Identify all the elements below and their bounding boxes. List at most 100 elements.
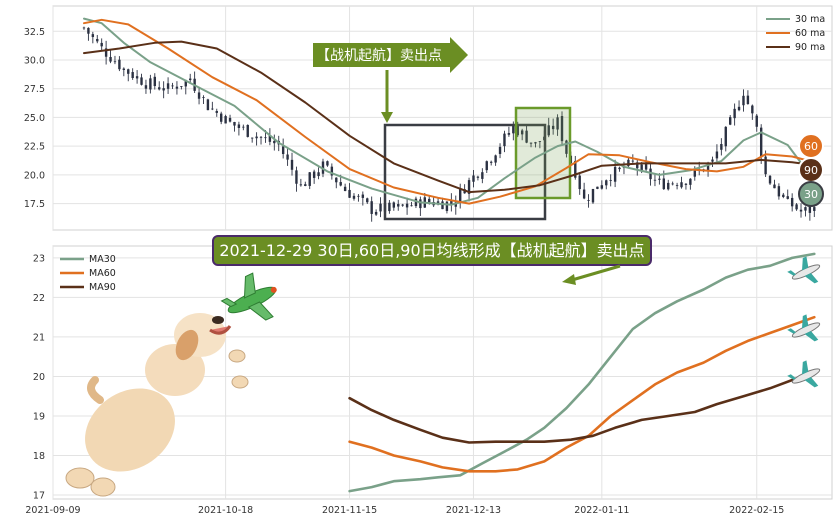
bottom-y-tick: 17 (33, 491, 45, 502)
candle-body (321, 161, 325, 174)
candle-body (330, 166, 334, 176)
bottom-y-tick: 23 (33, 253, 45, 264)
candle-body (520, 130, 524, 135)
candle-body (790, 197, 794, 207)
top-y-tick: 30.0 (24, 55, 45, 66)
candle-body (144, 85, 148, 89)
candle-body (472, 175, 475, 182)
candle-body (534, 142, 537, 144)
candle-body (684, 183, 688, 185)
bottom-y-tick: 19 (33, 411, 45, 422)
candle-body (308, 172, 311, 186)
candle-body (268, 135, 272, 142)
candle-body (299, 184, 303, 186)
candle-body (171, 85, 174, 87)
candle-body (405, 203, 409, 208)
top-line-60ma (83, 18, 820, 205)
bottom-x-tick: 2021-10-18 (198, 505, 253, 516)
badge-60-label: 60 (804, 140, 818, 153)
candle-body (786, 196, 789, 199)
top-legend: 30 ma 60 ma 90 ma (766, 14, 825, 53)
bottom-legend-ma90: MA90 (89, 282, 116, 293)
candle-body (459, 188, 462, 202)
candle-body (640, 164, 643, 171)
candle-body (388, 202, 391, 212)
candle-body (127, 69, 130, 74)
candle-body (503, 133, 506, 147)
candle-body (556, 117, 559, 130)
candle-body (529, 142, 533, 144)
candle-body (587, 200, 590, 201)
candle-body (419, 199, 422, 209)
bottom-y-tick: 18 (33, 451, 45, 462)
candle-body (733, 108, 736, 119)
signal-banner-text: 2021-12-29 30日,60日,90日均线形成【战机起航】卖出点 (219, 241, 644, 260)
candle-body (516, 125, 519, 136)
bottom-grid (52, 246, 832, 499)
candle-body (680, 182, 683, 188)
candle-body (720, 144, 723, 150)
candle-body (467, 180, 471, 194)
candle-body (410, 205, 413, 207)
candle-body (428, 198, 431, 203)
sell-point-arrow: 【战机起航】卖出点 (313, 37, 468, 73)
candle-body (746, 95, 750, 105)
candle-body (202, 97, 205, 98)
candle-body (759, 127, 763, 157)
bottom-x-tick: 2021-12-13 (446, 505, 501, 516)
top-line-30ma (83, 17, 816, 206)
top-line-90ma (83, 40, 820, 194)
top-y-tick: 25.0 (24, 113, 45, 124)
candle-body (489, 161, 493, 163)
bottom-x-tick: 2021-09-09 (25, 505, 80, 516)
bottom-line-ma30 (348, 252, 816, 493)
candle-body (768, 175, 772, 184)
candle-body (782, 194, 785, 197)
sell-point-arrow-label: 【战机起航】卖出点 (316, 48, 442, 64)
candle-body (100, 42, 103, 47)
candle-body (339, 182, 342, 186)
candle-body (180, 86, 183, 87)
bottom-y-tick: 22 (33, 293, 45, 304)
candle-body (799, 209, 803, 212)
candle-body (290, 159, 294, 170)
candle-body (361, 194, 365, 198)
candle-body (618, 167, 621, 170)
bottom-x-tick-labels: 2021-09-09 2021-10-18 2021-11-15 2021-12-13… (25, 505, 784, 516)
candle-body (317, 172, 320, 177)
bottom-x-tick: 2022-01-11 (574, 505, 629, 516)
candle-body (498, 146, 502, 154)
candle-body (653, 179, 657, 181)
candle-body (211, 108, 214, 110)
candle-body (485, 161, 488, 171)
candle-body (140, 77, 143, 85)
candle-body (613, 166, 617, 182)
candle-body (392, 202, 396, 208)
puppy-illustration (65, 313, 249, 497)
top-legend-ma30: 30 ma (795, 14, 825, 25)
top-y-tick: 27.5 (24, 84, 45, 95)
airplane-icon-ma90 (787, 360, 821, 388)
candle-body (326, 161, 329, 166)
candle-body (551, 125, 555, 130)
candle-body (737, 106, 741, 111)
candle-body (671, 183, 674, 185)
candle-body (153, 76, 157, 87)
candle-body (813, 207, 816, 211)
candle-body (414, 198, 418, 207)
candle-body (379, 203, 382, 212)
candle-body (582, 189, 586, 199)
candle-body (224, 116, 227, 124)
airplane-icon-ma30 (787, 256, 821, 284)
breakout-zone-box (383, 123, 547, 221)
candle-body (755, 115, 758, 127)
candle-body (574, 160, 577, 178)
candle-body (82, 27, 86, 29)
candle-body (166, 83, 170, 89)
candle-body (658, 178, 661, 180)
candle-body (312, 171, 316, 178)
top-y-tick: 17.5 (24, 199, 45, 210)
top-legend-ma90: 90 ma (795, 42, 825, 53)
candle-body (450, 200, 453, 205)
candle-body (397, 204, 400, 207)
